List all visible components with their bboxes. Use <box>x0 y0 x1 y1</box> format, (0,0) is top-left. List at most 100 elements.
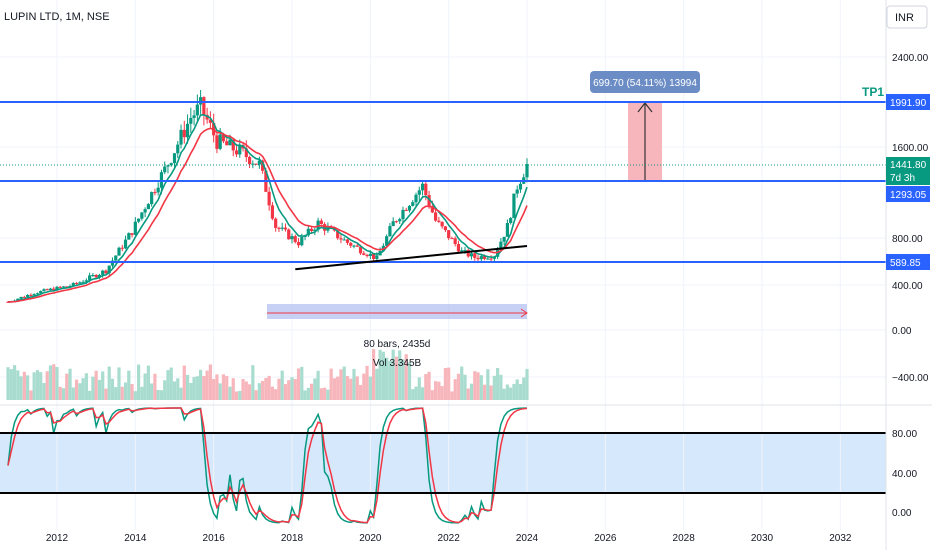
volume-bar <box>110 378 115 400</box>
volume-bar <box>257 383 261 400</box>
volume-bar <box>78 383 82 400</box>
volume-bar <box>261 380 265 400</box>
candle-down <box>254 163 258 165</box>
candle-down <box>349 242 353 246</box>
volume-bar <box>463 374 467 400</box>
volume-bar <box>192 377 196 400</box>
time-axis[interactable]: 2012 2014 2016 2018 2020 2022 2024 2026 2028 2030… <box>46 533 852 544</box>
candles <box>6 90 529 303</box>
candle-down <box>293 236 297 243</box>
volume-bar <box>420 387 425 400</box>
candle-down <box>244 148 248 158</box>
candle-up <box>460 250 464 252</box>
volume-bar <box>486 369 490 400</box>
volume-bar <box>427 371 431 400</box>
candle-down <box>309 228 314 232</box>
volume-bar <box>81 378 85 400</box>
oscillator-axis[interactable]: 80.00 40.00 0.00 <box>892 429 917 519</box>
volume-bar <box>101 371 105 400</box>
candle-up <box>401 209 405 220</box>
price-tick-label: 2400.00 <box>892 53 929 64</box>
candle-up <box>55 286 59 291</box>
volume-bar <box>16 370 20 400</box>
volume-bar <box>283 384 288 400</box>
volume-bar <box>88 390 92 400</box>
volume-bar <box>512 383 516 400</box>
svg-text:589.85: 589.85 <box>890 258 921 269</box>
volume-bar <box>326 389 330 400</box>
volume-bar <box>120 386 124 400</box>
candle-up <box>469 253 474 257</box>
candle-up <box>78 282 82 284</box>
volume-bar <box>215 374 219 400</box>
candle-down <box>104 270 108 274</box>
volume-bar <box>61 388 66 400</box>
candle-up <box>512 193 516 219</box>
candle-down <box>270 205 275 219</box>
volume-bar <box>362 373 366 400</box>
volume-bar <box>195 376 199 400</box>
candle-down <box>339 238 343 240</box>
volume-bar <box>342 366 346 400</box>
volume-bar <box>32 372 36 400</box>
volume-bar <box>163 380 167 400</box>
candle-down <box>274 218 278 228</box>
volume-bar <box>6 367 10 400</box>
volume-bar <box>460 366 464 400</box>
candle-up <box>417 190 421 195</box>
candle-down <box>182 129 186 138</box>
candle-down <box>440 221 444 227</box>
volume-bar <box>22 371 26 400</box>
currency-button[interactable] <box>886 5 928 29</box>
candle-up <box>525 164 529 178</box>
trendline[interactable] <box>295 244 528 271</box>
volume-bar <box>127 370 131 400</box>
candle-up <box>159 172 164 188</box>
volume-bar <box>385 357 389 400</box>
volume-bar <box>179 387 183 400</box>
volume-bar <box>482 384 487 400</box>
candle-up <box>35 293 40 295</box>
candle-up <box>238 145 242 155</box>
candle-down <box>489 258 493 260</box>
candle-up <box>306 228 310 236</box>
price-tick-label: 800.00 <box>892 234 923 245</box>
volume-bar <box>42 382 46 400</box>
date-range-box[interactable] <box>267 304 527 319</box>
candle-up <box>300 236 304 246</box>
candle-down <box>404 209 408 211</box>
volume-bar <box>45 371 49 400</box>
horizontal-levels[interactable] <box>0 101 886 263</box>
volume-bar <box>35 370 40 400</box>
volume-bar <box>469 383 474 400</box>
last-price-tag: 1441.80 7d 3h <box>886 157 930 185</box>
measure-tag[interactable]: 699.70 (54.11%) 13994 <box>590 71 700 93</box>
price-axis[interactable]: 2400.00 1600.00 800.00 400.00 0.00 −400.00 <box>892 53 929 384</box>
volume-bar <box>107 366 111 400</box>
volume-bar <box>329 368 333 400</box>
volume-bar <box>159 390 164 400</box>
volume-bar <box>117 367 121 400</box>
candle-up <box>515 189 519 194</box>
candle-up <box>192 115 196 118</box>
volume-bar <box>39 372 43 400</box>
volume-bar <box>411 389 415 400</box>
volume-bar <box>479 375 483 400</box>
symbol-title[interactable]: LUPIN LTD, 1M, NSE <box>4 11 110 23</box>
time-tick-label: 2032 <box>829 533 852 544</box>
volume-bar <box>65 373 69 400</box>
volume-bar <box>199 369 203 400</box>
volume-bar <box>251 365 255 400</box>
candle-up <box>91 275 95 277</box>
time-tick-label: 2016 <box>203 533 226 544</box>
volume-bar <box>293 379 297 400</box>
volume-bar <box>225 375 229 400</box>
oscillator-band <box>0 433 886 493</box>
candle-down <box>65 286 69 288</box>
volume-bar <box>505 384 510 400</box>
volume-bar <box>94 370 98 400</box>
candle-down <box>22 296 26 298</box>
candle-up <box>326 227 330 231</box>
volume-bar <box>205 370 209 400</box>
